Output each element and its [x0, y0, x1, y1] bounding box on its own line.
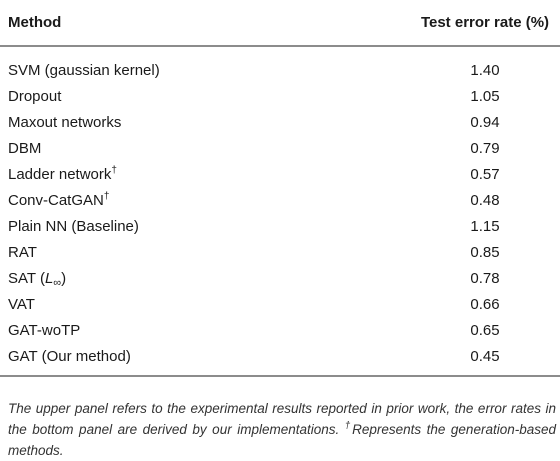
dagger-mark: †	[111, 164, 117, 176]
header-method: Method	[0, 0, 410, 47]
method-cell: Dropout	[0, 83, 410, 109]
error-cell: 1.40	[470, 61, 500, 79]
table-row: GAT-woTP 0.65	[0, 317, 560, 343]
method-name: SAT (L∞)	[8, 269, 67, 289]
method-cell: Conv-CatGAN†	[0, 187, 410, 213]
header-error-rate: Test error rate (%)	[410, 0, 560, 47]
method-cell: SVM (gaussian kernel)	[0, 46, 410, 83]
table-row: SAT (L∞) 0.78	[0, 265, 560, 291]
method-name: Conv-CatGAN	[8, 191, 104, 209]
error-cell: 0.94	[470, 113, 500, 131]
error-cell: 0.85	[470, 243, 500, 261]
method-cell: GAT (Our method)	[0, 343, 410, 377]
table-row: Ladder network† 0.57	[0, 161, 560, 187]
table-footnote: The upper panel refers to the experiment…	[8, 398, 556, 461]
footnote-dagger: †	[344, 420, 353, 431]
method-name: RAT	[8, 243, 37, 261]
method-cell: SAT (L∞)	[0, 265, 410, 291]
dagger-mark: †	[103, 190, 110, 202]
error-cell: 0.78	[470, 269, 500, 287]
table-row: Conv-CatGAN† 0.48	[0, 187, 560, 213]
results-table: Method Test error rate (%) SVM (gaussian…	[0, 0, 560, 377]
method-name: Maxout networks	[8, 113, 122, 131]
method-cell: DBM	[0, 135, 410, 161]
error-cell: 1.15	[470, 217, 500, 235]
error-cell: 0.66	[470, 295, 500, 313]
table-row: VAT 0.66	[0, 291, 560, 317]
method-name: Ladder network	[8, 165, 112, 183]
error-cell: 0.48	[470, 191, 500, 209]
error-cell: 0.57	[470, 165, 500, 183]
error-cell: 0.79	[470, 139, 500, 157]
method-cell: Plain NN (Baseline)	[0, 213, 410, 239]
table-row: Dropout 1.05	[0, 83, 560, 109]
error-cell: 1.05	[470, 87, 500, 105]
method-name: VAT	[8, 295, 35, 313]
table-row: RAT 0.85	[0, 239, 560, 265]
table-row: Plain NN (Baseline) 1.15	[0, 213, 560, 239]
method-name: SVM (gaussian kernel)	[8, 61, 160, 79]
method-name: DBM	[8, 139, 42, 157]
error-cell: 0.45	[410, 343, 560, 377]
method-cell: Maxout networks	[0, 109, 410, 135]
method-cell: RAT	[0, 239, 410, 265]
footnote-main: The upper panel refers to the experiment…	[8, 400, 556, 437]
table-row: GAT (Our method) 0.45	[0, 343, 560, 377]
table-row: Maxout networks 0.94	[0, 109, 560, 135]
method-name: GAT-woTP	[8, 321, 81, 339]
method-cell: GAT-woTP	[0, 317, 410, 343]
method-name: Dropout	[8, 87, 62, 105]
error-cell: 0.65	[470, 321, 500, 339]
table-row: SVM (gaussian kernel) 1.40	[0, 46, 560, 83]
table-header-row: Method Test error rate (%)	[0, 0, 560, 47]
method-name: GAT (Our method)	[8, 347, 131, 365]
method-cell: Ladder network†	[0, 161, 410, 187]
method-cell: VAT	[0, 291, 410, 317]
method-name: Plain NN (Baseline)	[8, 217, 139, 235]
table-row: DBM 0.79	[0, 135, 560, 161]
